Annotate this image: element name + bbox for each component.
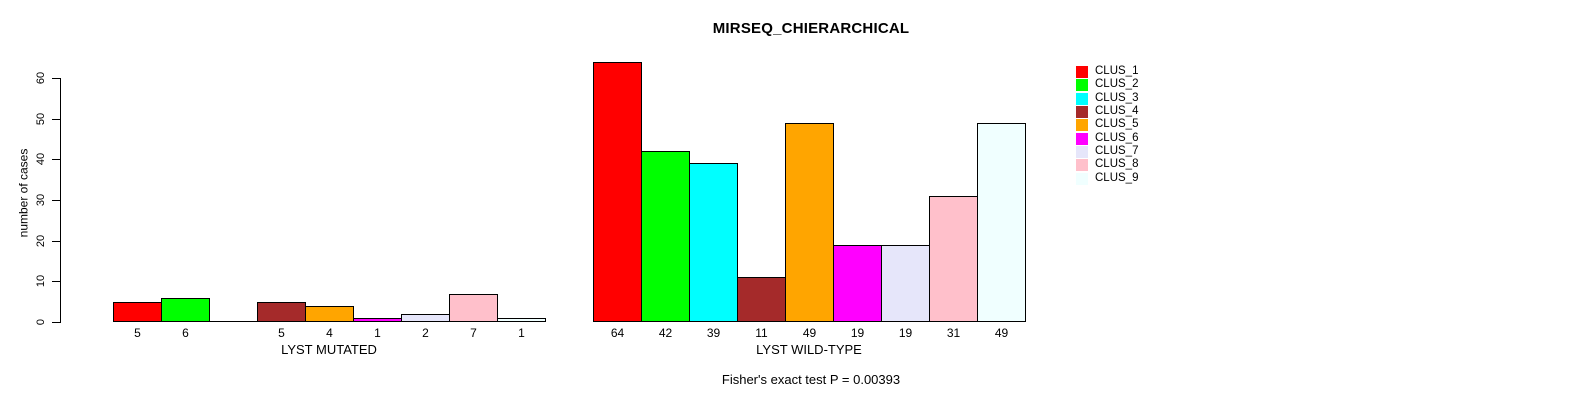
bar-clus_8 <box>449 294 498 322</box>
bar-clus_4 <box>737 277 786 322</box>
legend-label: CLUS_1 <box>1095 65 1139 77</box>
legend-swatch-clus_3 <box>1076 93 1088 105</box>
bar-clus_9 <box>977 123 1026 322</box>
legend-label: CLUS_9 <box>1095 172 1139 184</box>
y-tick-label-wrap: 0 <box>32 313 50 331</box>
bar-clus_2 <box>161 298 210 322</box>
bar-value-label: 49 <box>802 326 817 340</box>
y-tick-label-wrap: 10 <box>32 272 50 290</box>
chart-title: MIRSEQ_CHIERARCHICAL <box>712 20 910 37</box>
bar-clus_8 <box>929 196 978 322</box>
legend-swatch-clus_4 <box>1076 106 1088 118</box>
bar-value-label: 1 <box>518 326 525 340</box>
bar-clus_7 <box>401 314 450 322</box>
legend-label: CLUS_7 <box>1095 145 1139 157</box>
bar-value-label: 2 <box>422 326 429 340</box>
bar-value-label: 4 <box>326 326 333 340</box>
y-tick-label: 0 <box>35 318 47 326</box>
legend-swatch-clus_2 <box>1076 79 1088 91</box>
bar-value-label: 39 <box>706 326 721 340</box>
y-tick-label: 60 <box>35 71 47 85</box>
y-tick <box>52 78 60 79</box>
y-tick-label-wrap: 40 <box>32 150 50 168</box>
bar-clus_1 <box>113 302 162 322</box>
bar-clus_4 <box>257 302 306 322</box>
bar-clus_7 <box>881 245 930 322</box>
y-axis-label: number of cases <box>16 148 30 238</box>
bar-value-label: 7 <box>470 326 477 340</box>
y-tick <box>52 119 60 120</box>
bar-value-label: 49 <box>994 326 1009 340</box>
fisher-test-annotation: Fisher's exact test P = 0.00393 <box>721 372 901 387</box>
legend-label: CLUS_3 <box>1095 92 1139 104</box>
legend-swatch-clus_1 <box>1076 66 1088 78</box>
legend-swatch-clus_7 <box>1076 146 1088 158</box>
y-tick <box>52 159 60 160</box>
y-axis-label-wrap: number of cases <box>12 68 34 318</box>
legend-swatch-clus_6 <box>1076 133 1088 145</box>
y-tick <box>52 281 60 282</box>
y-tick <box>52 322 60 323</box>
bar-value-label: 31 <box>946 326 961 340</box>
y-tick <box>52 241 60 242</box>
legend-swatch-clus_5 <box>1076 119 1088 131</box>
y-tick-label-wrap: 30 <box>32 191 50 209</box>
x-group-label: LYST WILD-TYPE <box>756 342 862 357</box>
bar-clus_6 <box>833 245 882 322</box>
y-tick-label: 30 <box>35 193 47 207</box>
bar-value-label: 1 <box>374 326 381 340</box>
legend-label: CLUS_2 <box>1095 78 1139 90</box>
y-axis-line <box>60 78 61 323</box>
bar-value-label: 42 <box>658 326 673 340</box>
legend-swatch-clus_8 <box>1076 159 1088 171</box>
legend-label: CLUS_5 <box>1095 118 1139 130</box>
y-tick-label: 10 <box>35 274 47 288</box>
legend-swatch-clus_9 <box>1076 173 1088 185</box>
bar-clus_3-zero-baseline <box>209 321 258 322</box>
legend-label: CLUS_4 <box>1095 105 1139 117</box>
bar-value-label: 6 <box>182 326 189 340</box>
bar-value-label: 64 <box>610 326 625 340</box>
bar-clus_2 <box>641 151 690 322</box>
bar-clus_3 <box>689 163 738 322</box>
bar-value-label: 19 <box>898 326 913 340</box>
bar-clus_9 <box>497 318 546 322</box>
bar-value-label: 5 <box>278 326 285 340</box>
bar-clus_5 <box>785 123 834 322</box>
y-tick-label-wrap: 50 <box>32 110 50 128</box>
y-tick-label: 50 <box>35 112 47 126</box>
legend-label: CLUS_8 <box>1095 158 1139 170</box>
bar-clus_6 <box>353 318 402 322</box>
y-tick-label-wrap: 60 <box>32 69 50 87</box>
legend-label: CLUS_6 <box>1095 132 1139 144</box>
bar-clus_5 <box>305 306 354 322</box>
bar-value-label: 5 <box>134 326 141 340</box>
y-tick-label: 40 <box>35 152 47 166</box>
y-tick-label-wrap: 20 <box>32 232 50 250</box>
bar-value-label: 19 <box>850 326 865 340</box>
x-group-label: LYST MUTATED <box>281 342 377 357</box>
y-tick <box>52 200 60 201</box>
bar-clus_1 <box>593 62 642 322</box>
y-tick-label: 20 <box>35 234 47 248</box>
bar-value-label: 11 <box>755 326 768 340</box>
